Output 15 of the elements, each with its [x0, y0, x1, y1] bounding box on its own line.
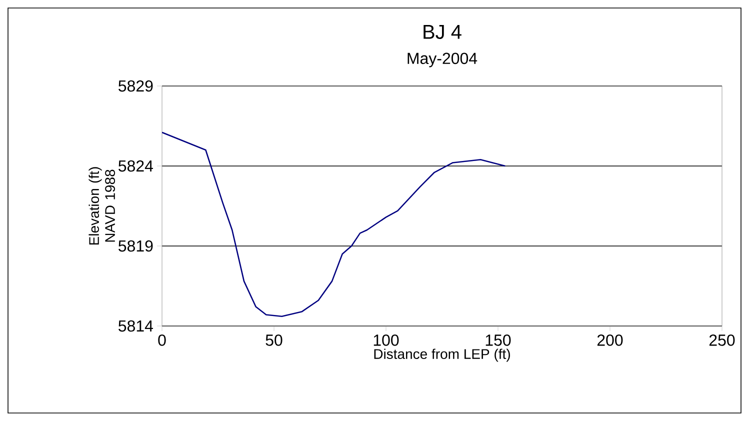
chart-subtitle: May-2004 — [408, 52, 478, 68]
x-axis-title: Distance from LEP (ft) — [374, 348, 510, 362]
x-tick-label: 50 — [266, 334, 282, 346]
y-tick-label: 5824 — [118, 160, 153, 172]
line-series — [162, 132, 506, 318]
x-tick-label: 0 — [158, 334, 166, 346]
x-tick-label: 100 — [374, 334, 399, 346]
y-tick-label: 5814 — [118, 320, 153, 332]
y-axis-title: Elevation (ft) NAVD 1988 — [88, 167, 116, 245]
y-tick-label: 5829 — [118, 80, 153, 92]
x-tick-label: 200 — [597, 334, 623, 346]
chart-title: BJ 4 — [424, 25, 462, 39]
x-tick-label: 250 — [709, 334, 735, 346]
y-tick-label: 5819 — [118, 240, 153, 252]
x-tick-label: 150 — [486, 334, 511, 346]
